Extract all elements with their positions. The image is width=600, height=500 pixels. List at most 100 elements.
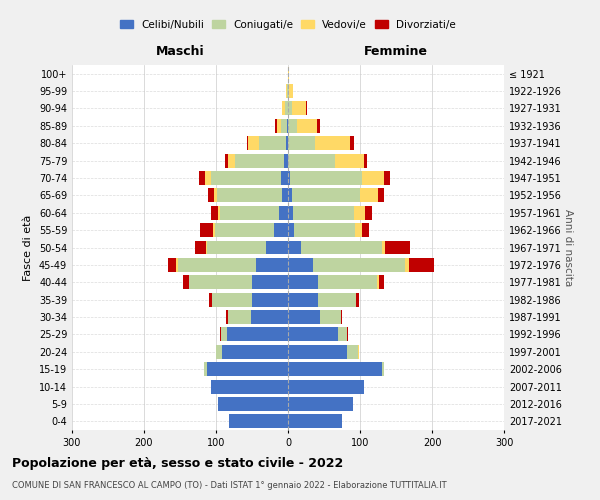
Bar: [211, 206, 218, 220]
Bar: [377, 276, 379, 289]
Bar: [287, 119, 288, 133]
Bar: [288, 119, 296, 133]
Bar: [208, 188, 214, 202]
Bar: [248, 136, 259, 150]
Bar: [247, 136, 248, 150]
Bar: [385, 240, 410, 254]
Bar: [362, 223, 370, 237]
Bar: [378, 188, 384, 202]
Bar: [188, 276, 252, 289]
Bar: [288, 380, 364, 394]
Bar: [288, 188, 292, 202]
Bar: [306, 102, 307, 116]
Bar: [213, 223, 215, 237]
Bar: [206, 240, 266, 254]
Bar: [228, 154, 235, 168]
Bar: [199, 171, 205, 185]
Bar: [354, 206, 365, 220]
Bar: [338, 328, 347, 342]
Bar: [292, 188, 360, 202]
Bar: [211, 380, 288, 394]
Bar: [288, 223, 294, 237]
Bar: [227, 328, 288, 342]
Bar: [209, 292, 212, 306]
Bar: [251, 310, 288, 324]
Text: COMUNE DI SAN FRANCESCO AL CAMPO (TO) - Dati ISTAT 1° gennaio 2022 - Elaborazion: COMUNE DI SAN FRANCESCO AL CAMPO (TO) - …: [12, 481, 446, 490]
Bar: [176, 258, 178, 272]
Bar: [168, 258, 176, 272]
Bar: [214, 188, 217, 202]
Bar: [294, 223, 355, 237]
Bar: [358, 345, 359, 358]
Bar: [296, 119, 317, 133]
Bar: [382, 362, 384, 376]
Bar: [320, 310, 341, 324]
Bar: [275, 119, 277, 133]
Bar: [288, 84, 289, 98]
Bar: [288, 310, 320, 324]
Bar: [218, 206, 220, 220]
Bar: [347, 328, 349, 342]
Bar: [282, 102, 285, 116]
Bar: [211, 171, 281, 185]
Bar: [235, 154, 284, 168]
Bar: [256, 258, 288, 272]
Bar: [384, 171, 389, 185]
Bar: [301, 240, 382, 254]
Bar: [318, 276, 377, 289]
Bar: [365, 206, 372, 220]
Bar: [216, 345, 222, 358]
Bar: [195, 240, 206, 254]
Bar: [252, 276, 288, 289]
Bar: [409, 258, 434, 272]
Bar: [318, 292, 356, 306]
Text: Maschi: Maschi: [155, 45, 205, 58]
Bar: [212, 292, 252, 306]
Bar: [382, 240, 385, 254]
Bar: [217, 188, 282, 202]
Bar: [285, 102, 288, 116]
Bar: [356, 292, 359, 306]
Bar: [284, 154, 288, 168]
Bar: [313, 258, 406, 272]
Text: Femmine: Femmine: [364, 45, 428, 58]
Bar: [288, 276, 318, 289]
Bar: [222, 345, 288, 358]
Bar: [360, 188, 378, 202]
Bar: [226, 310, 227, 324]
Bar: [288, 414, 342, 428]
Bar: [364, 154, 367, 168]
Bar: [292, 102, 306, 116]
Bar: [218, 397, 288, 411]
Bar: [259, 136, 286, 150]
Bar: [317, 119, 320, 133]
Bar: [288, 258, 313, 272]
Bar: [350, 136, 353, 150]
Bar: [293, 206, 354, 220]
Bar: [206, 362, 288, 376]
Bar: [288, 154, 335, 168]
Bar: [347, 345, 358, 358]
Bar: [288, 66, 289, 80]
Y-axis label: Fasce di età: Fasce di età: [23, 214, 33, 280]
Bar: [288, 171, 290, 185]
Bar: [379, 276, 385, 289]
Bar: [288, 206, 293, 220]
Legend: Celibi/Nubili, Coniugati/e, Vedovi/e, Divorziati/e: Celibi/Nubili, Coniugati/e, Vedovi/e, Di…: [116, 16, 460, 34]
Bar: [220, 206, 280, 220]
Bar: [205, 171, 211, 185]
Text: Popolazione per età, sesso e stato civile - 2022: Popolazione per età, sesso e stato civil…: [12, 458, 343, 470]
Bar: [288, 328, 338, 342]
Bar: [281, 119, 287, 133]
Bar: [224, 154, 228, 168]
Bar: [215, 223, 274, 237]
Bar: [288, 345, 347, 358]
Bar: [227, 310, 251, 324]
Bar: [183, 276, 188, 289]
Bar: [288, 397, 353, 411]
Bar: [220, 328, 221, 342]
Bar: [288, 240, 301, 254]
Bar: [290, 171, 362, 185]
Y-axis label: Anni di nascita: Anni di nascita: [563, 209, 573, 286]
Bar: [277, 119, 281, 133]
